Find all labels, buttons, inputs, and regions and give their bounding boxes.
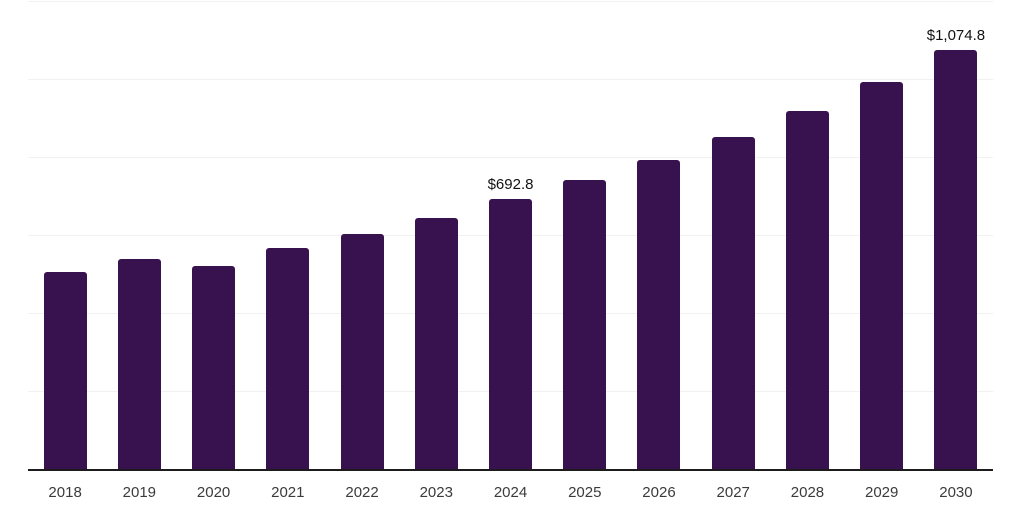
bar [563,179,607,469]
bar [266,248,310,469]
gridline [28,78,993,80]
plot-area: $692.8 $1,074.8 [28,1,993,469]
bar-column: $1,074.8 [919,1,993,469]
bar-column [770,1,844,469]
bar [711,137,755,469]
bar [340,234,384,469]
x-tick-label: 2021 [271,484,305,501]
x-tick-label: 2029 [865,484,899,501]
bar-column: $692.8 [473,1,547,469]
x-tick-label: 2030 [939,484,973,501]
x-axis-labels: 2018 2019 2020 2021 2022 2023 2024 2025 2026 2027… [28,484,993,502]
x-tick-label: 2019 [122,484,157,501]
gridline [28,1,993,2]
x-axis-line [28,469,993,471]
bar [117,259,161,469]
bar-value-label: $692.8 [487,175,534,193]
x-tick-label: 2023 [419,484,453,501]
x-tick-label: 2027 [716,484,750,501]
bar-column [176,1,250,469]
bar-column [251,1,325,469]
bar [934,49,978,469]
x-tick-label: 2026 [642,484,676,501]
bar-column [325,1,399,469]
x-tick-label: 2022 [345,484,379,501]
bar [414,217,458,469]
bar-column [622,1,696,469]
bar-column [102,1,176,469]
x-tick-label: 2025 [568,484,602,501]
x-tick-label: 2024 [493,484,528,501]
gridline [28,156,993,158]
bar-column [845,1,919,469]
bar-column [399,1,473,469]
bar [489,198,533,469]
bar-columns: $692.8 $1,074.8 [28,1,993,469]
bar [860,81,904,469]
bar-column [28,1,102,469]
bar [637,159,681,469]
bar-column [696,1,770,469]
bar [43,271,87,469]
x-tick-label: 2020 [196,484,231,501]
bar [785,110,829,469]
bar-column [548,1,622,469]
bar [192,265,236,469]
x-tick-label: 2028 [790,484,825,501]
x-tick-label: 2018 [48,484,82,501]
bar-value-label: $1,074.8 [926,26,986,44]
